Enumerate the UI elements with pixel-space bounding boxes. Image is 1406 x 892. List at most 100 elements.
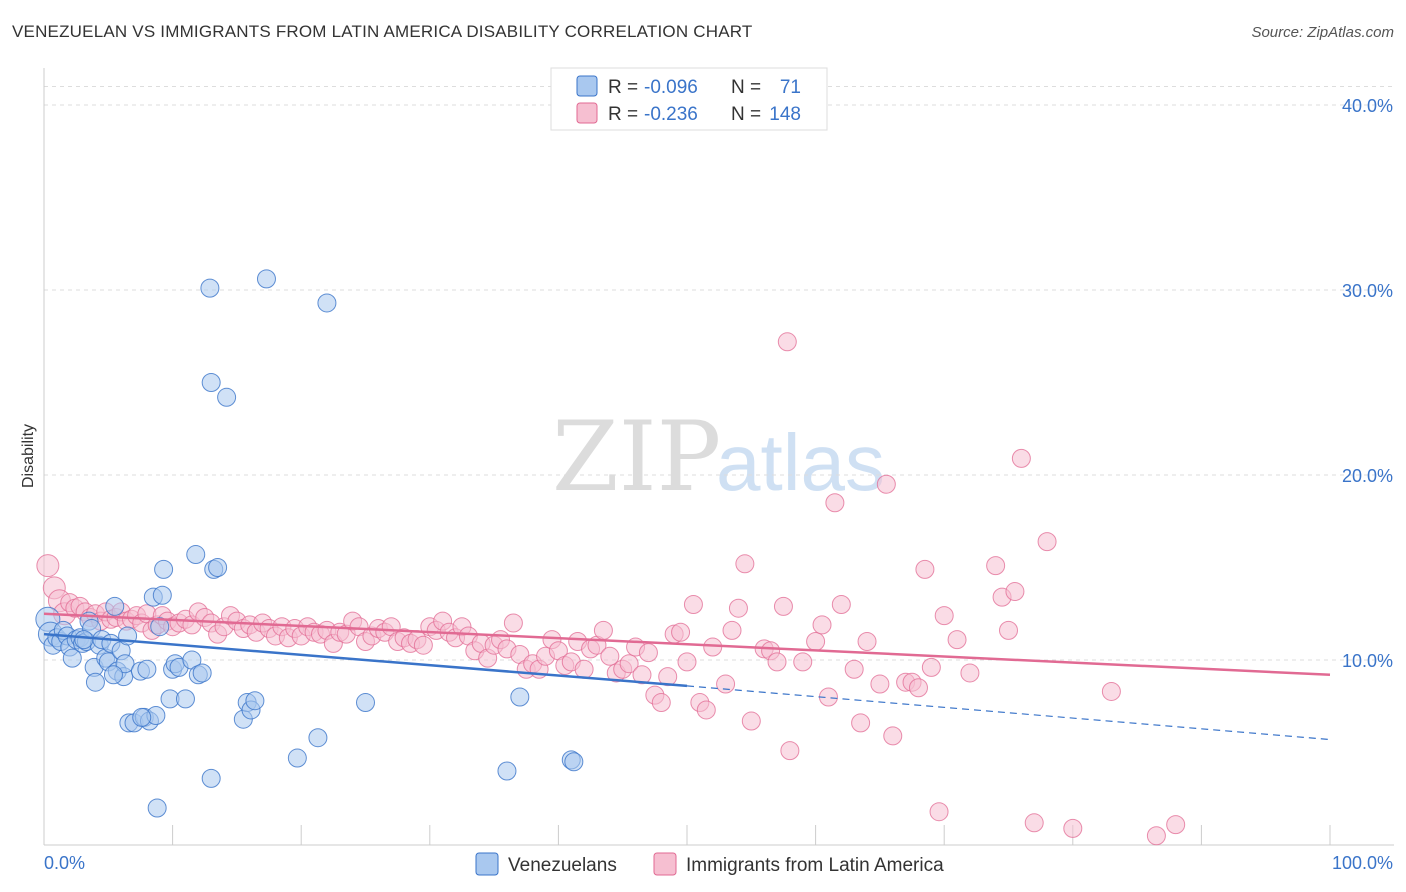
- point-venezuelans: [62, 648, 82, 668]
- legend-r-value-1: -0.096: [644, 77, 698, 98]
- point-immigrants: [812, 615, 832, 635]
- point-venezuelans: [103, 665, 123, 685]
- point-immigrants: [986, 556, 1006, 576]
- watermark-atlas: atlas: [716, 418, 885, 507]
- point-immigrants: [934, 606, 954, 626]
- y-tick-label: 20.0%: [1342, 466, 1393, 486]
- point-immigrants: [915, 559, 935, 579]
- bottom-legend-swatch-immigrants: [653, 852, 677, 876]
- point-immigrants: [1024, 813, 1044, 833]
- legend-r-label-2: R =: [608, 104, 638, 125]
- point-venezuelans: [564, 752, 584, 772]
- point-immigrants: [413, 635, 433, 655]
- point-venezuelans: [132, 707, 152, 727]
- point-immigrants: [999, 620, 1018, 640]
- point-immigrants: [696, 700, 716, 720]
- point-venezuelans: [497, 761, 517, 781]
- chart-title: VENEZUELAN VS IMMIGRANTS FROM LATIN AMER…: [12, 22, 753, 41]
- gridlines: [44, 86, 1394, 661]
- point-immigrants: [574, 659, 594, 679]
- point-venezuelans: [186, 545, 206, 565]
- legend-n-value-2: 148: [769, 104, 801, 125]
- point-immigrants: [777, 332, 797, 352]
- source-label: Source: ZipAtlas.com: [1251, 24, 1394, 41]
- point-immigrants: [921, 657, 941, 677]
- point-immigrants: [780, 741, 800, 761]
- point-venezuelans: [287, 748, 307, 768]
- point-immigrants: [728, 598, 748, 618]
- point-venezuelans: [201, 768, 221, 788]
- point-immigrants: [36, 554, 60, 578]
- bottom-legend-swatch-venezuelans: [475, 852, 499, 876]
- point-immigrants: [1011, 448, 1031, 468]
- point-immigrants: [1146, 826, 1166, 846]
- point-immigrants: [831, 595, 851, 614]
- point-immigrants: [793, 652, 813, 672]
- point-immigrants: [1037, 532, 1057, 552]
- point-venezuelans: [154, 559, 174, 579]
- point-immigrants: [735, 554, 755, 574]
- y-axis-tick-labels: 10.0% 20.0% 30.0% 40.0%: [1342, 96, 1393, 671]
- point-venezuelans: [256, 269, 276, 289]
- point-immigrants: [1101, 681, 1121, 701]
- x-axis-ticks: [43, 825, 1331, 845]
- y-axis-label: Disability: [20, 424, 37, 488]
- point-immigrants: [1166, 815, 1186, 835]
- point-venezuelans: [217, 387, 237, 407]
- point-venezuelans: [308, 728, 328, 748]
- point-venezuelans: [192, 663, 212, 683]
- point-venezuelans: [85, 672, 105, 692]
- point-immigrants: [593, 620, 613, 640]
- legend-swatch-venezuelans: [576, 75, 598, 97]
- legend-box: R = -0.096 N = 71 R = -0.236 N = 148: [550, 67, 828, 131]
- point-immigrants: [844, 659, 864, 679]
- legend-r-label-1: R =: [608, 77, 638, 98]
- point-immigrants: [960, 663, 980, 683]
- legend-r-value-2: -0.236: [644, 104, 698, 125]
- point-venezuelans: [115, 654, 135, 674]
- point-immigrants: [1005, 582, 1025, 602]
- point-immigrants: [870, 674, 890, 694]
- point-immigrants: [883, 726, 903, 746]
- y-tick-label: 30.0%: [1342, 281, 1393, 301]
- legend-n-value-1: 71: [780, 77, 801, 98]
- point-immigrants: [1063, 818, 1083, 838]
- point-venezuelans: [356, 693, 375, 713]
- point-venezuelans: [147, 798, 167, 818]
- point-venezuelans: [201, 373, 221, 392]
- series-venezuelans-points: [35, 269, 584, 818]
- point-immigrants: [683, 595, 703, 614]
- series-immigrants-points: [36, 332, 1186, 846]
- point-venezuelans: [510, 687, 530, 707]
- point-venezuelans: [200, 278, 220, 298]
- point-immigrants: [876, 474, 896, 494]
- point-immigrants: [767, 652, 787, 672]
- trend-line-venezuelans-extrapolated: [686, 685, 1331, 741]
- trend-line-venezuelans: [43, 632, 688, 688]
- point-venezuelans: [152, 585, 172, 605]
- trend-line-immigrants: [43, 612, 1331, 677]
- point-immigrants: [806, 632, 826, 651]
- point-immigrants: [851, 713, 871, 733]
- bottom-legend-label-venezuelans: Venezuelans: [508, 855, 617, 876]
- point-immigrants: [741, 711, 761, 731]
- point-immigrants: [658, 667, 678, 687]
- point-venezuelans: [208, 558, 228, 577]
- bottom-legend-label-immigrants: Immigrants from Latin America: [686, 855, 944, 876]
- point-immigrants: [908, 678, 928, 698]
- point-immigrants: [857, 632, 877, 651]
- y-tick-label: 40.0%: [1342, 96, 1393, 116]
- point-immigrants: [638, 643, 658, 663]
- point-immigrants: [947, 630, 967, 650]
- point-immigrants: [716, 674, 736, 694]
- legend-swatch-immigrants: [576, 102, 598, 124]
- y-tick-label: 10.0%: [1342, 651, 1393, 671]
- legend-n-label-2: N =: [731, 104, 761, 125]
- point-immigrants: [825, 493, 845, 513]
- point-immigrants: [651, 693, 671, 713]
- point-immigrants: [703, 637, 723, 657]
- point-venezuelans: [317, 293, 337, 313]
- point-venezuelans: [150, 617, 170, 637]
- point-venezuelans: [175, 689, 195, 709]
